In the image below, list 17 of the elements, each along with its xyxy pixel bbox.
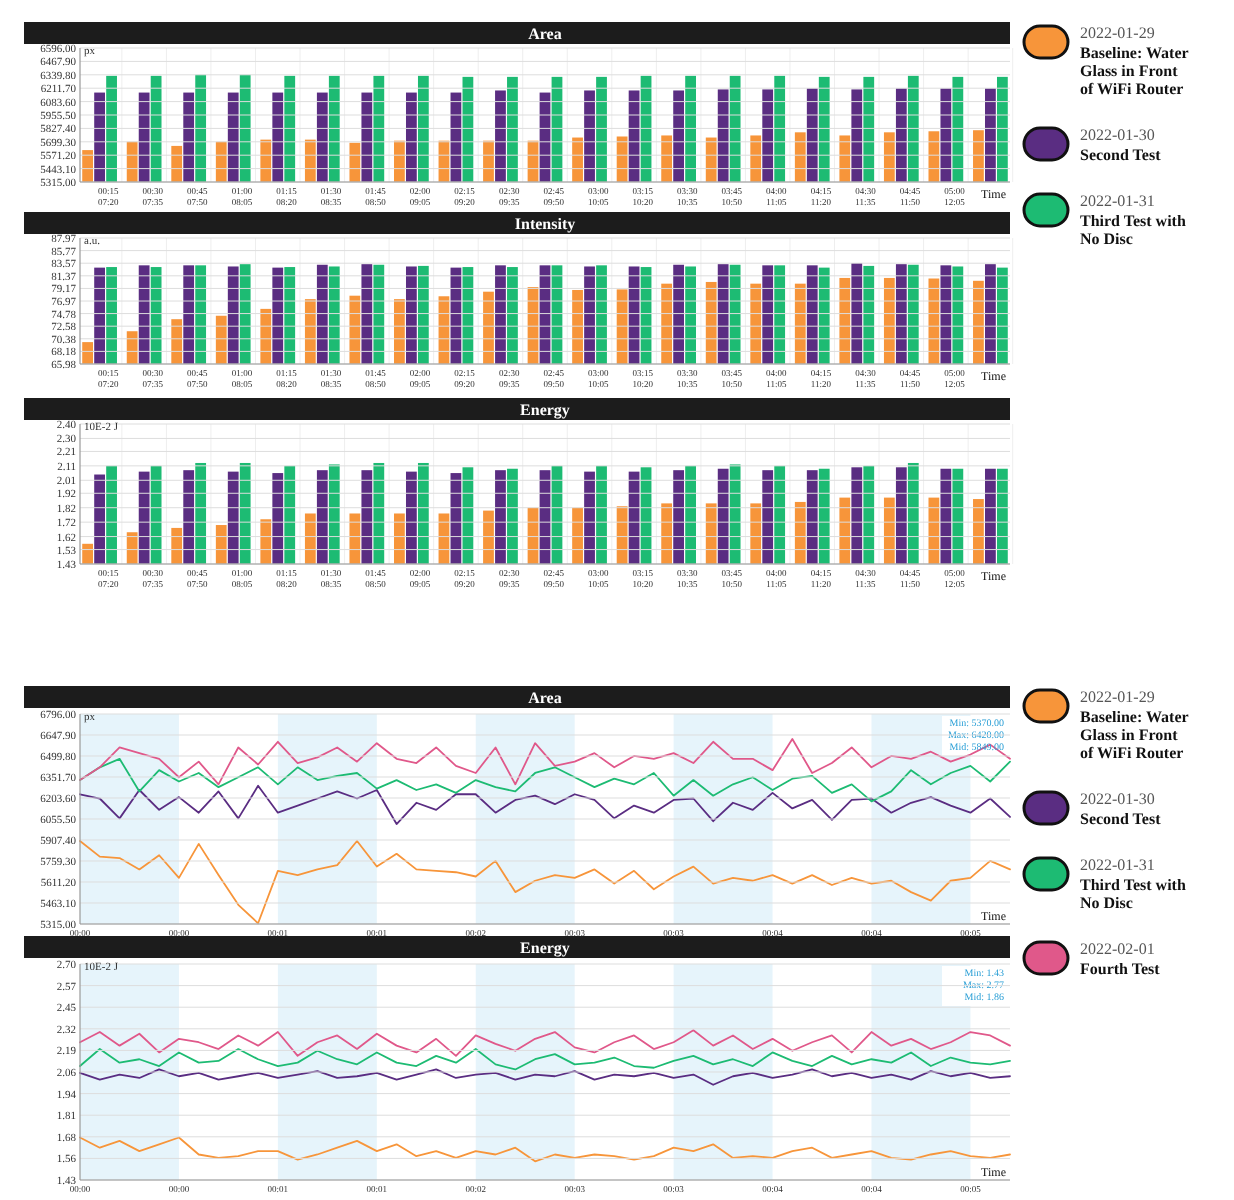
legend-label: 2022-02-01 Fourth Test <box>1080 940 1161 978</box>
legend-label: 2022-01-29 Baseline: Water Glass in Front of WiFi Router <box>1080 24 1190 98</box>
line-series <box>79 1068 1011 1086</box>
line-series <box>79 1048 1011 1071</box>
legend-label: 2022-01-29 Baseline: Water Glass in Front of WiFi Router <box>1080 688 1190 762</box>
legend-label: 2022-01-31 Third Test with No Disc <box>1080 192 1187 248</box>
line-series <box>79 784 1011 825</box>
chart-title: Energy <box>520 401 570 419</box>
line-series <box>79 1029 1011 1057</box>
chart-title: Area <box>528 25 562 43</box>
legend-label: 2022-01-30 Second Test <box>1080 126 1162 164</box>
legend-label: 2022-01-31 Third Test with No Disc <box>1080 856 1187 912</box>
chart-title: Energy <box>520 939 570 957</box>
legend-label: 2022-01-30 Second Test <box>1080 790 1162 828</box>
chart-title: Intensity <box>514 215 576 233</box>
line-series <box>79 1136 1011 1163</box>
chart-title: Area <box>528 689 562 707</box>
